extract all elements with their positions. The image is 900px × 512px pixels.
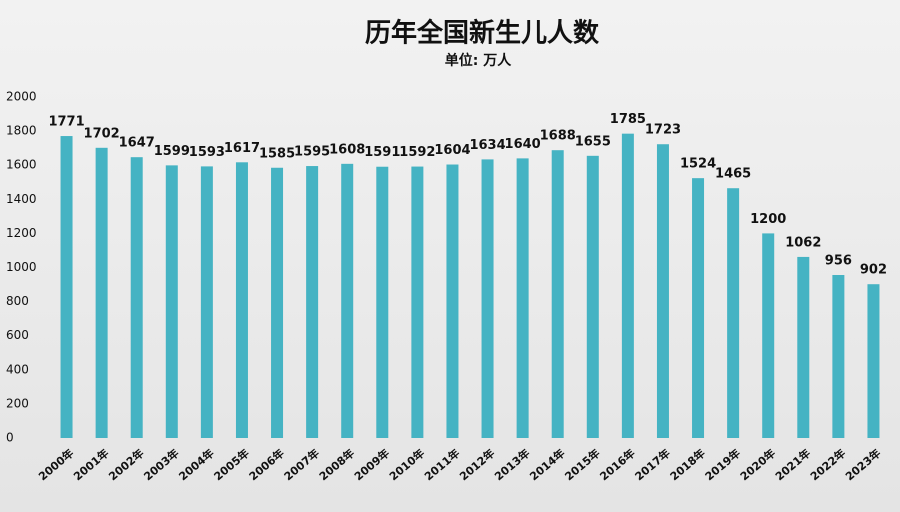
value-label: 1634 — [469, 138, 505, 153]
bar — [656, 144, 669, 438]
y-tick-label: 1200 — [6, 226, 37, 240]
bar — [376, 166, 389, 438]
bar — [200, 166, 213, 438]
value-label: 1595 — [294, 145, 330, 160]
y-tick-label: 400 — [6, 362, 29, 376]
value-label: 1647 — [119, 136, 155, 151]
y-tick-label: 1800 — [6, 124, 37, 138]
value-label: 1200 — [750, 212, 786, 227]
bar — [516, 158, 529, 438]
bar — [130, 157, 143, 438]
value-label: 1688 — [540, 129, 576, 144]
value-label: 1608 — [329, 142, 365, 157]
chart-subtitle: 单位: 万人 — [445, 52, 512, 69]
bar — [95, 147, 108, 438]
value-label: 1593 — [189, 145, 225, 160]
bar — [481, 159, 494, 438]
bar — [586, 155, 599, 438]
value-label: 1771 — [48, 115, 84, 130]
y-tick-label: 1400 — [6, 192, 37, 206]
value-label: 1785 — [610, 112, 646, 127]
bar — [165, 165, 178, 439]
value-label: 1465 — [715, 167, 751, 182]
y-tick-label: 2000 — [6, 90, 37, 104]
bar — [867, 284, 880, 438]
bar — [692, 178, 705, 438]
bar — [551, 150, 564, 439]
bar — [621, 133, 634, 438]
y-tick-label: 200 — [6, 396, 29, 410]
value-label: 1585 — [259, 146, 295, 161]
value-label: 1591 — [364, 145, 400, 160]
bar — [341, 163, 354, 438]
value-label: 1655 — [575, 134, 611, 149]
bar — [411, 166, 424, 438]
y-tick-label: 800 — [6, 294, 29, 308]
value-label: 1702 — [84, 126, 120, 141]
bar — [306, 166, 319, 439]
y-tick-label: 1600 — [6, 158, 37, 172]
bar — [446, 164, 459, 438]
bar — [727, 188, 740, 438]
y-tick-label: 600 — [6, 328, 29, 342]
value-label: 1599 — [154, 144, 190, 159]
chart-title: 历年全国新生儿人数 — [365, 18, 600, 49]
value-label: 1524 — [680, 157, 716, 172]
bar — [235, 162, 248, 438]
bar — [60, 136, 73, 438]
y-tick-label: 0 — [6, 431, 14, 445]
value-label: 956 — [825, 254, 852, 269]
value-label: 1640 — [505, 137, 541, 152]
bar — [797, 256, 810, 438]
value-label: 1062 — [785, 235, 821, 250]
value-label: 1617 — [224, 141, 260, 156]
bar — [762, 233, 775, 438]
value-label: 902 — [860, 263, 887, 278]
y-tick-label: 1000 — [6, 260, 37, 274]
value-label: 1723 — [645, 123, 681, 138]
bar — [271, 167, 284, 438]
value-label: 1604 — [434, 143, 470, 158]
bar — [832, 275, 845, 438]
value-label: 1592 — [399, 145, 435, 160]
